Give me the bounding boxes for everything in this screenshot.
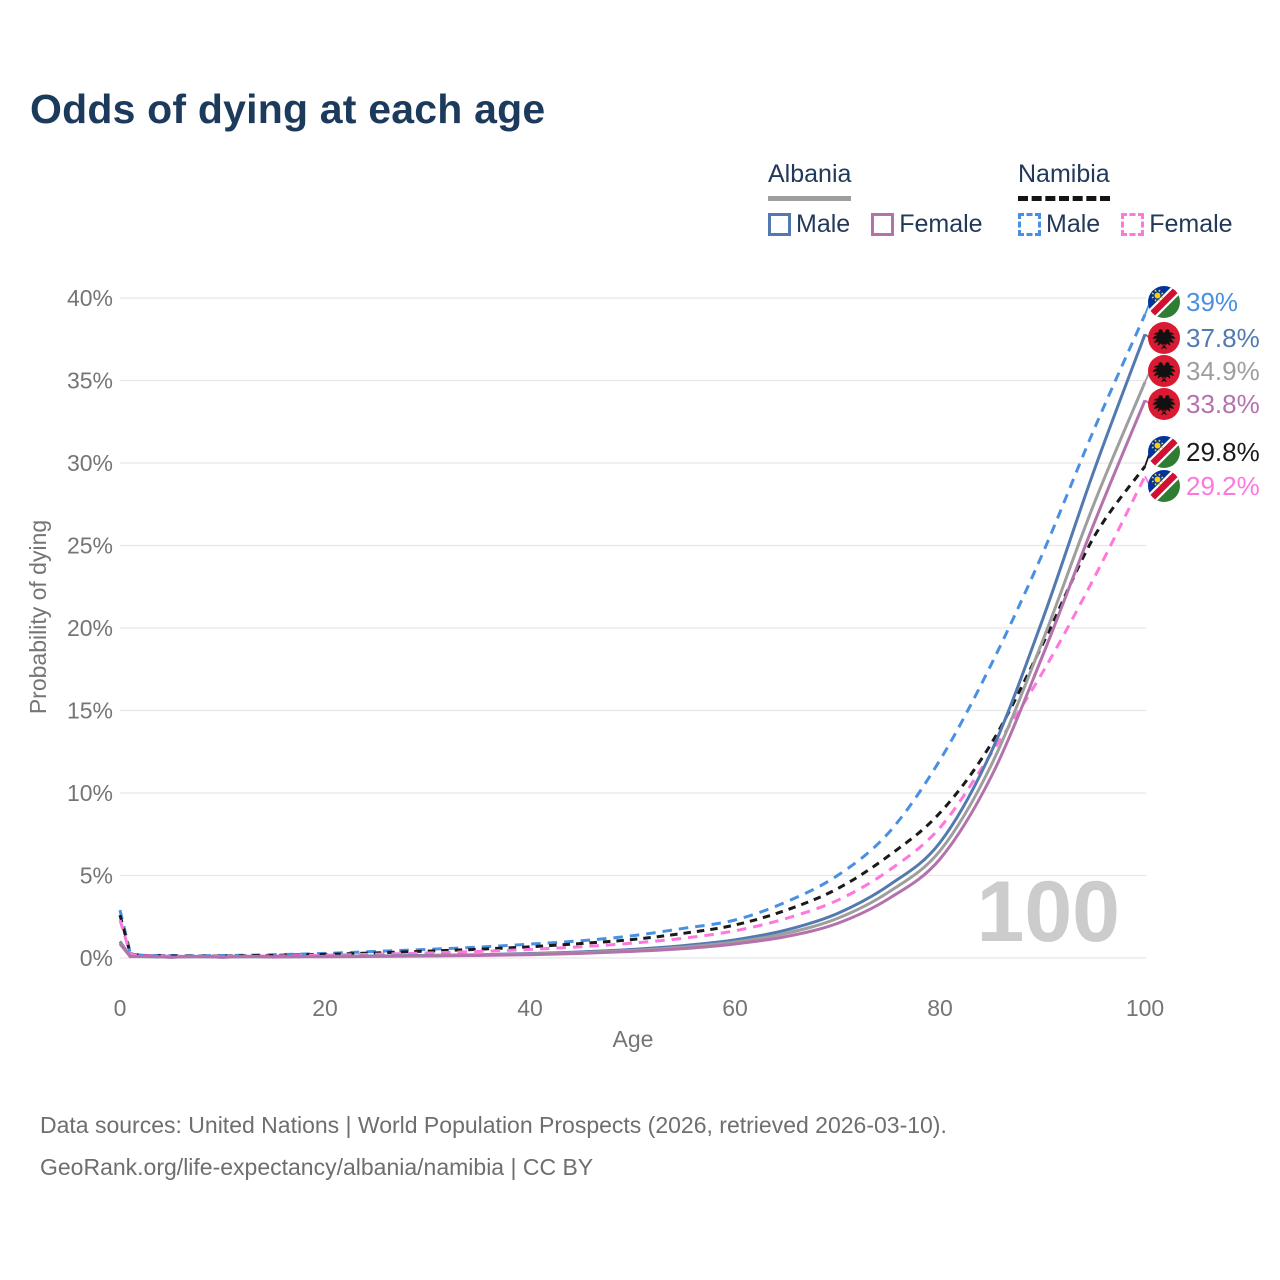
y-tick-label: 20% <box>67 615 113 641</box>
legend-namibia-male[interactable]: Male <box>1018 210 1100 239</box>
albania-female-swatch-icon <box>871 213 895 236</box>
footer-attribution: GeoRank.org/life-expectancy/albania/nami… <box>40 1154 594 1180</box>
x-tick-label: 0 <box>114 995 127 1021</box>
legend-albania-female-label: Female <box>899 210 983 238</box>
y-tick-label: 35% <box>67 368 113 394</box>
end-label-value: 34.9% <box>1186 356 1260 386</box>
footer-sources: Data sources: United Nations | World Pop… <box>40 1112 947 1138</box>
y-tick-label: 15% <box>67 698 113 724</box>
legend-group-namibia: Namibia Male Female <box>1018 160 1233 239</box>
y-tick-label: 25% <box>67 533 113 559</box>
namibia-flag-icon <box>1148 470 1180 502</box>
footer: Data sources: United Nations | World Pop… <box>40 1104 947 1188</box>
page-title: Odds of dying at each age <box>30 86 546 132</box>
y-tick-label: 5% <box>80 863 113 889</box>
x-axis-title: Age <box>613 1026 654 1052</box>
end-label-value: 29.8% <box>1186 437 1260 467</box>
end-label-value: 37.8% <box>1186 323 1260 353</box>
x-tick-label: 20 <box>312 995 338 1021</box>
y-tick-label: 30% <box>67 450 113 476</box>
legend-namibia-male-label: Male <box>1046 210 1101 238</box>
legend: Albania Male Female Namibia Male <box>0 160 1280 250</box>
legend-albania-female[interactable]: Female <box>871 210 983 239</box>
albania-flag-icon <box>1148 322 1180 354</box>
y-tick-label: 0% <box>80 945 113 971</box>
x-tick-label: 60 <box>722 995 748 1021</box>
legend-group-albania: Albania Male Female <box>768 160 983 239</box>
albania-flag-icon <box>1148 355 1180 387</box>
namibia-male-swatch-icon <box>1018 213 1041 236</box>
albania-male-swatch-icon <box>768 213 791 236</box>
x-tick-label: 100 <box>1126 995 1164 1021</box>
legend-namibia-header[interactable]: Namibia <box>1018 160 1110 201</box>
namibia-flag-icon <box>1148 436 1180 468</box>
x-tick-label: 40 <box>517 995 543 1021</box>
y-tick-label: 40% <box>67 285 113 311</box>
series-line-albania-female <box>118 399 1147 959</box>
legend-albania-male-label: Male <box>796 210 851 238</box>
y-axis-title: Probability of dying <box>25 520 51 714</box>
legend-namibia-female-label: Female <box>1149 210 1233 238</box>
legend-albania-male[interactable]: Male <box>768 210 850 239</box>
albania-flag-icon <box>1148 388 1180 420</box>
x-tick-label: 80 <box>927 995 953 1021</box>
hover-age-watermark: 100 <box>977 864 1121 960</box>
legend-albania-header[interactable]: Albania <box>768 160 852 201</box>
end-label-value: 33.8% <box>1186 389 1260 419</box>
legend-albania-row: Male Female <box>768 210 983 239</box>
y-tick-label: 10% <box>67 780 113 806</box>
legend-namibia-row: Male Female <box>1018 210 1233 239</box>
series-line-namibia-male <box>118 313 1147 958</box>
namibia-female-swatch-icon <box>1121 213 1145 236</box>
legend-namibia-female[interactable]: Female <box>1121 210 1233 239</box>
end-label-value: 39% <box>1186 287 1238 317</box>
end-label-value: 29.2% <box>1186 471 1260 501</box>
namibia-flag-icon <box>1148 286 1180 318</box>
